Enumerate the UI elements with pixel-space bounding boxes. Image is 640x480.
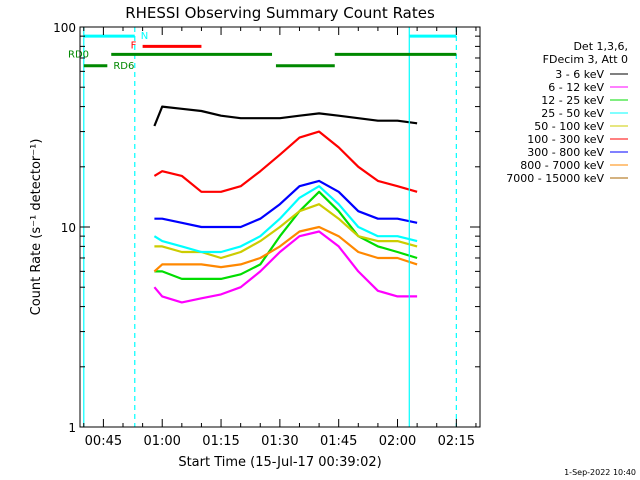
legend-entry-label: 100 - 300 keV bbox=[527, 133, 604, 146]
trace-3-6keV bbox=[153, 105, 418, 127]
trace-25-50keV bbox=[153, 185, 418, 254]
y-tick-label: 1 bbox=[68, 421, 76, 435]
data-traces bbox=[153, 105, 418, 304]
legend-entry-label: 800 - 7000 keV bbox=[520, 159, 604, 172]
x-tick-label: 01:30 bbox=[261, 434, 298, 449]
trace-800-7000keV bbox=[153, 225, 418, 273]
x-tick-label: 02:00 bbox=[379, 434, 416, 449]
y-axis-label: Count Rate (s⁻¹ detector⁻¹) bbox=[29, 139, 44, 316]
generation-timestamp: 1-Sep-2022 10:40 bbox=[564, 468, 636, 477]
observing-status-bars: NF RD0 RD6 bbox=[68, 31, 457, 72]
trace-50-100keV bbox=[154, 203, 418, 260]
trace-300-800keV bbox=[154, 179, 418, 229]
x-tick-label: 02:15 bbox=[438, 434, 475, 449]
x-tick-label: 01:00 bbox=[143, 434, 180, 449]
x-axis-label: Start Time (15-Jul-17 00:39:02) bbox=[178, 455, 381, 470]
status-label: RD0 bbox=[68, 49, 89, 60]
legend-entry-label: 50 - 100 keV bbox=[534, 120, 604, 133]
y-axis-ticks: 1 10 100 bbox=[53, 21, 480, 435]
y-tick-label: 100 bbox=[53, 21, 76, 35]
legend-entry-label: 6 - 12 keV bbox=[548, 81, 604, 94]
status-label: RD6 bbox=[113, 61, 134, 72]
legend-header-line-1: Det 1,3,6, bbox=[573, 40, 628, 53]
trace-12-25keV bbox=[154, 190, 418, 280]
legend-entry-label: 25 - 50 keV bbox=[541, 107, 604, 120]
status-label: N bbox=[141, 31, 148, 42]
legend-entry-label: 300 - 800 keV bbox=[527, 146, 604, 159]
legend-entry-label: 7000 - 15000 keV bbox=[506, 172, 604, 185]
trace-100-300keV bbox=[153, 130, 418, 193]
legend-header-line-2: FDecim 3, Att 0 bbox=[543, 53, 628, 66]
legend-entry-label: 3 - 6 keV bbox=[555, 68, 604, 81]
legend-entry-label: 12 - 25 keV bbox=[541, 94, 604, 107]
x-tick-label: 01:15 bbox=[202, 434, 239, 449]
trace-6-12keV bbox=[153, 230, 418, 304]
status-label: F bbox=[131, 40, 137, 51]
y-tick-label: 10 bbox=[61, 221, 76, 235]
x-axis-ticks: 00:45 01:00 01:15 01:30 01:45 02:00 02:15 bbox=[83, 27, 477, 449]
x-tick-label: 00:45 bbox=[85, 434, 122, 449]
chart-title: RHESSI Observing Summary Count Rates bbox=[125, 4, 435, 22]
x-tick-label: 01:45 bbox=[320, 434, 357, 449]
